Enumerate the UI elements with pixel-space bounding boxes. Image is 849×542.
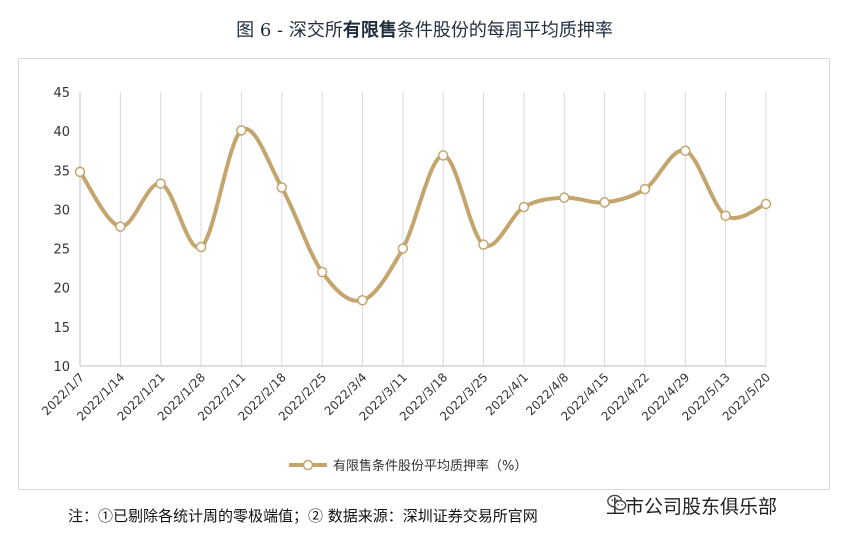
data-point: [760, 198, 772, 210]
wechat-icon: [607, 494, 627, 511]
data-point: [276, 182, 288, 193]
data-point: [155, 178, 166, 189]
data-point: [599, 197, 610, 208]
y-tick-label: 40: [53, 125, 70, 140]
y-tick-label: 30: [53, 203, 70, 218]
data-point: [720, 210, 731, 221]
data-point: [639, 183, 651, 195]
chart-title: 图 6 - 深交所有限售条件股份的每周平均质押率: [0, 16, 849, 42]
title-bold: 有限售: [342, 20, 397, 41]
data-point: [316, 266, 328, 278]
chart-frame: [18, 58, 830, 490]
y-tick-label: 20: [53, 282, 70, 297]
data-point: [397, 243, 409, 254]
data-point: [115, 221, 126, 232]
watermark: 上市公司股东俱乐部: [606, 492, 777, 518]
data-point: [195, 241, 207, 253]
legend-swatch-marker: [302, 459, 314, 471]
title-suffix: 条件股份的每周平均质押率: [396, 20, 613, 41]
series-line: [78, 126, 767, 303]
y-tick-label: 15: [53, 321, 70, 336]
data-point: [558, 192, 570, 203]
data-point: [437, 150, 449, 161]
data-point: [357, 294, 368, 306]
footer-note: 注：①已剔除各统计周的零极端值；② 数据来源：深圳证券交易所官网: [68, 507, 538, 525]
watermark-text: 上市公司股东俱乐部: [606, 495, 778, 518]
title-prefix: 图 6 - 深交所: [236, 20, 343, 41]
y-tick-label: 10: [53, 360, 70, 375]
data-point: [518, 201, 530, 213]
data-point: [680, 145, 691, 156]
data-point: [74, 166, 86, 178]
x-tick-label: 2022/4/1: [483, 370, 531, 418]
data-point: [478, 239, 489, 250]
y-tick-label: 25: [53, 243, 70, 258]
legend-label: 有限售条件股份平均质押率（%）: [333, 458, 527, 474]
data-point: [236, 125, 247, 136]
y-tick-label: 45: [53, 86, 70, 101]
y-tick-label: 35: [53, 164, 70, 179]
